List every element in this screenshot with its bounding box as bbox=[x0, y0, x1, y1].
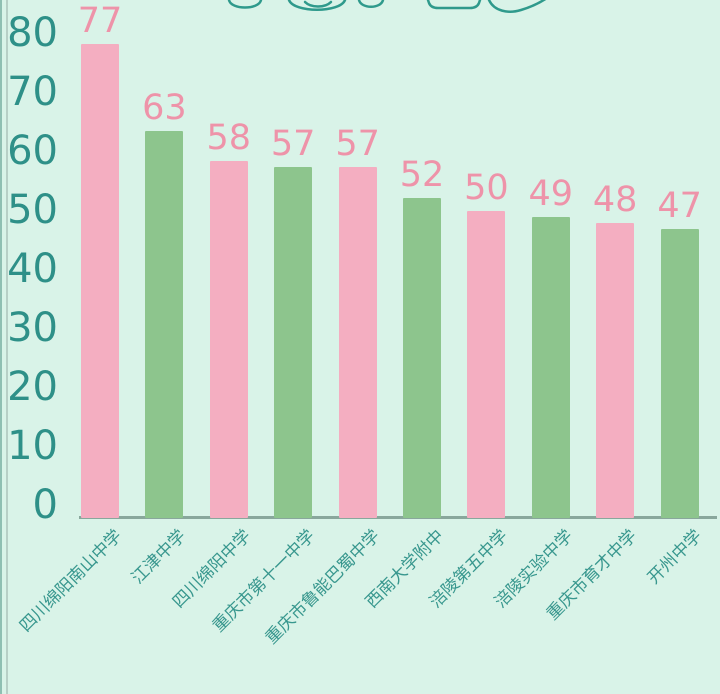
bar bbox=[209, 161, 248, 518]
y-axis-tick-label: 40 bbox=[7, 246, 58, 292]
bar bbox=[145, 130, 184, 518]
bar-value-label: 49 bbox=[528, 173, 574, 214]
y-axis-tick-label: 50 bbox=[7, 187, 58, 233]
x-axis-category-label: 四川绵阳南山中学 bbox=[15, 526, 127, 637]
bar-value-label: 57 bbox=[270, 124, 316, 165]
bar bbox=[596, 222, 635, 518]
y-axis-tick-label: 10 bbox=[7, 423, 58, 469]
y-axis-tick-label: 60 bbox=[7, 128, 58, 174]
bar-value-label: 50 bbox=[464, 167, 509, 208]
bar bbox=[338, 167, 377, 518]
bar-value-label: 58 bbox=[206, 118, 252, 159]
left-border-line bbox=[6, 0, 8, 694]
bar-value-label: 48 bbox=[592, 179, 638, 220]
bar bbox=[660, 228, 699, 518]
x-axis-category-label: 重庆市鲁能巴蜀中学 bbox=[261, 526, 384, 649]
bar-value-label: 47 bbox=[657, 185, 702, 226]
bar bbox=[467, 210, 506, 518]
x-axis-line bbox=[79, 516, 717, 519]
bar bbox=[81, 44, 119, 518]
bar-value-label: 57 bbox=[335, 124, 380, 165]
y-axis-tick-label: 30 bbox=[7, 305, 58, 351]
x-axis-category-label: 江津中学 bbox=[128, 526, 191, 589]
y-axis-tick-label: 0 bbox=[32, 482, 58, 528]
bar bbox=[531, 216, 570, 518]
bar bbox=[274, 167, 313, 518]
bar-value-label: 52 bbox=[399, 155, 445, 196]
y-axis-tick-label: 20 bbox=[7, 364, 58, 410]
y-axis-tick-label: 70 bbox=[7, 69, 58, 115]
y-axis-tick-label: 80 bbox=[7, 10, 58, 56]
x-axis-category-label: 开州中学 bbox=[643, 526, 706, 589]
left-edge-line bbox=[0, 0, 2, 694]
bar-value-label: 63 bbox=[142, 87, 187, 128]
bar bbox=[403, 198, 441, 518]
bar-value-label: 77 bbox=[77, 1, 123, 42]
